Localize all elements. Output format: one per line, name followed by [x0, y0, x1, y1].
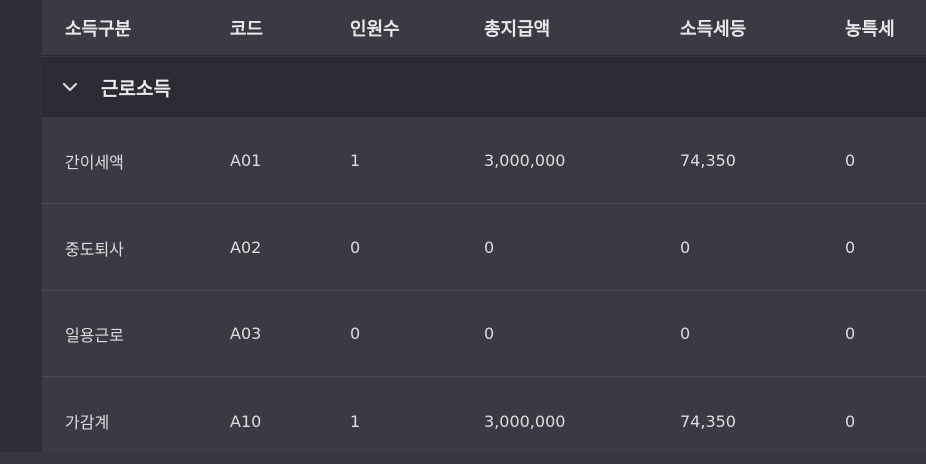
cell-code: A02 [230, 238, 262, 257]
cell-income-tax: 74,350 [680, 151, 736, 170]
cell-income-tax: 74,350 [680, 411, 736, 431]
column-header-income-tax[interactable]: 소득세등 [680, 18, 747, 40]
cell-total-payment: 0 [484, 324, 495, 343]
cell-total-payment: 3,000,000 [484, 151, 566, 170]
cell-code: A01 [230, 151, 262, 170]
column-header-income-type[interactable]: 소득구분 [65, 18, 132, 40]
table-header: 소득구분 코드 인원수 총지급액 소득세등 농특세 [42, 0, 926, 56]
group-row-earned-income[interactable]: 근로소득 [42, 57, 926, 117]
table-row[interactable]: 가감계 A10 1 3,000,000 74,350 0 [42, 378, 926, 464]
cell-headcount: 1 [350, 151, 361, 170]
cell-code: A03 [230, 324, 262, 343]
left-margin [0, 0, 42, 452]
cell-total-payment: 0 [484, 238, 495, 257]
income-tax-table: 소득구분 코드 인원수 총지급액 소득세등 농특세 근로소득 간이세액 A01 … [42, 0, 926, 452]
chevron-down-icon[interactable] [60, 77, 80, 97]
table-row[interactable]: 중도퇴사 A02 0 0 0 0 [42, 205, 926, 291]
cell-rural-tax: 0 [845, 151, 856, 170]
cell-income-type: 중도퇴사 [65, 239, 124, 259]
cell-income-type: 간이세액 [65, 152, 124, 172]
cell-rural-tax: 0 [845, 324, 856, 343]
column-header-total-payment[interactable]: 총지급액 [484, 18, 551, 40]
cell-income-tax: 0 [680, 238, 691, 257]
cell-headcount: 0 [350, 324, 361, 343]
cell-headcount: 1 [350, 411, 361, 431]
group-label: 근로소득 [101, 77, 171, 100]
cell-rural-tax: 0 [845, 411, 856, 431]
cell-total-payment: 3,000,000 [484, 411, 566, 431]
cell-headcount: 0 [350, 238, 361, 257]
column-header-headcount[interactable]: 인원수 [350, 18, 400, 40]
cell-rural-tax: 0 [845, 238, 856, 257]
cell-income-type: 일용근로 [65, 325, 124, 345]
column-header-rural-tax[interactable]: 농특세 [845, 18, 895, 40]
cell-income-tax: 0 [680, 324, 691, 343]
table-row[interactable]: 간이세액 A01 1 3,000,000 74,350 0 [42, 118, 926, 204]
table-row[interactable]: 일용근로 A03 0 0 0 0 [42, 291, 926, 377]
cell-income-type: 가감계 [65, 413, 110, 432]
column-header-code[interactable]: 코드 [230, 18, 264, 40]
cell-code: A10 [230, 411, 262, 431]
